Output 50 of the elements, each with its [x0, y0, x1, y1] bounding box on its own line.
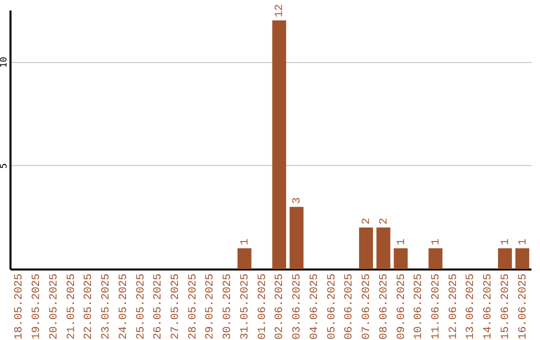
x-tick-label: 26.05.2025	[152, 274, 165, 340]
bar	[515, 248, 530, 269]
data-label: 1	[430, 238, 442, 246]
x-tick-label: 15.06.2025	[500, 274, 512, 340]
bar	[376, 228, 390, 269]
y-tick-label: 5	[0, 163, 10, 169]
bar	[272, 20, 286, 269]
x-tick-label: 30.05.2025	[222, 274, 234, 340]
x-tick-label: 05.06.2025	[326, 274, 338, 340]
x-tick-label: 12.06.2025	[448, 274, 460, 340]
x-tick-label: 01.06.2025	[256, 274, 269, 340]
x-tick-label: 04.06.2025	[308, 274, 321, 340]
data-label: 1	[500, 238, 512, 246]
x-tick-label: 20.05.2025	[48, 274, 60, 340]
x-tick-label: 27.05.2025	[170, 274, 182, 340]
bar	[238, 248, 252, 269]
bar	[428, 248, 442, 269]
x-tick-label: 21.05.2025	[66, 274, 78, 340]
x-tick-label: 03.06.2025	[292, 274, 304, 340]
x-tick-label: 18.05.2025	[14, 274, 26, 340]
x-tick-label: 16.06.2025	[517, 274, 530, 340]
data-label: 1	[517, 238, 530, 246]
bar	[394, 248, 408, 269]
x-tick-label: 06.06.2025	[344, 274, 356, 340]
data-label: 12	[274, 4, 286, 18]
x-tick-label: 07.06.2025	[361, 274, 374, 340]
x-tick-label: 14.06.2025	[482, 274, 495, 340]
y-tick-label: 10	[0, 56, 10, 68]
bar	[498, 248, 512, 269]
x-tick-label: 02.06.2025	[274, 274, 286, 340]
x-tick-label: 11.06.2025	[430, 274, 442, 340]
x-tick-label: 29.05.2025	[204, 274, 217, 340]
x-tick-label: 19.05.2025	[31, 274, 44, 340]
data-label: 2	[378, 218, 390, 225]
data-label: 1	[396, 238, 408, 246]
data-label: 3	[292, 197, 304, 204]
x-tick-label: 13.06.2025	[465, 274, 478, 340]
x-tick-label: 24.05.2025	[118, 274, 130, 340]
data-label: 1	[239, 238, 252, 246]
x-tick-label: 23.05.2025	[100, 274, 113, 340]
x-tick-label: 09.06.2025	[396, 274, 408, 340]
x-tick-label: 25.05.2025	[135, 274, 148, 340]
x-tick-label: 22.05.2025	[83, 274, 96, 340]
x-tick-label: 31.05.2025	[239, 274, 252, 340]
x-tick-label: 08.06.2025	[378, 274, 390, 340]
data-label: 2	[361, 218, 374, 225]
bar	[290, 206, 304, 269]
bar	[359, 228, 373, 269]
x-tick-label: 28.05.2025	[187, 274, 200, 340]
x-tick-label: 10.06.2025	[413, 274, 426, 340]
